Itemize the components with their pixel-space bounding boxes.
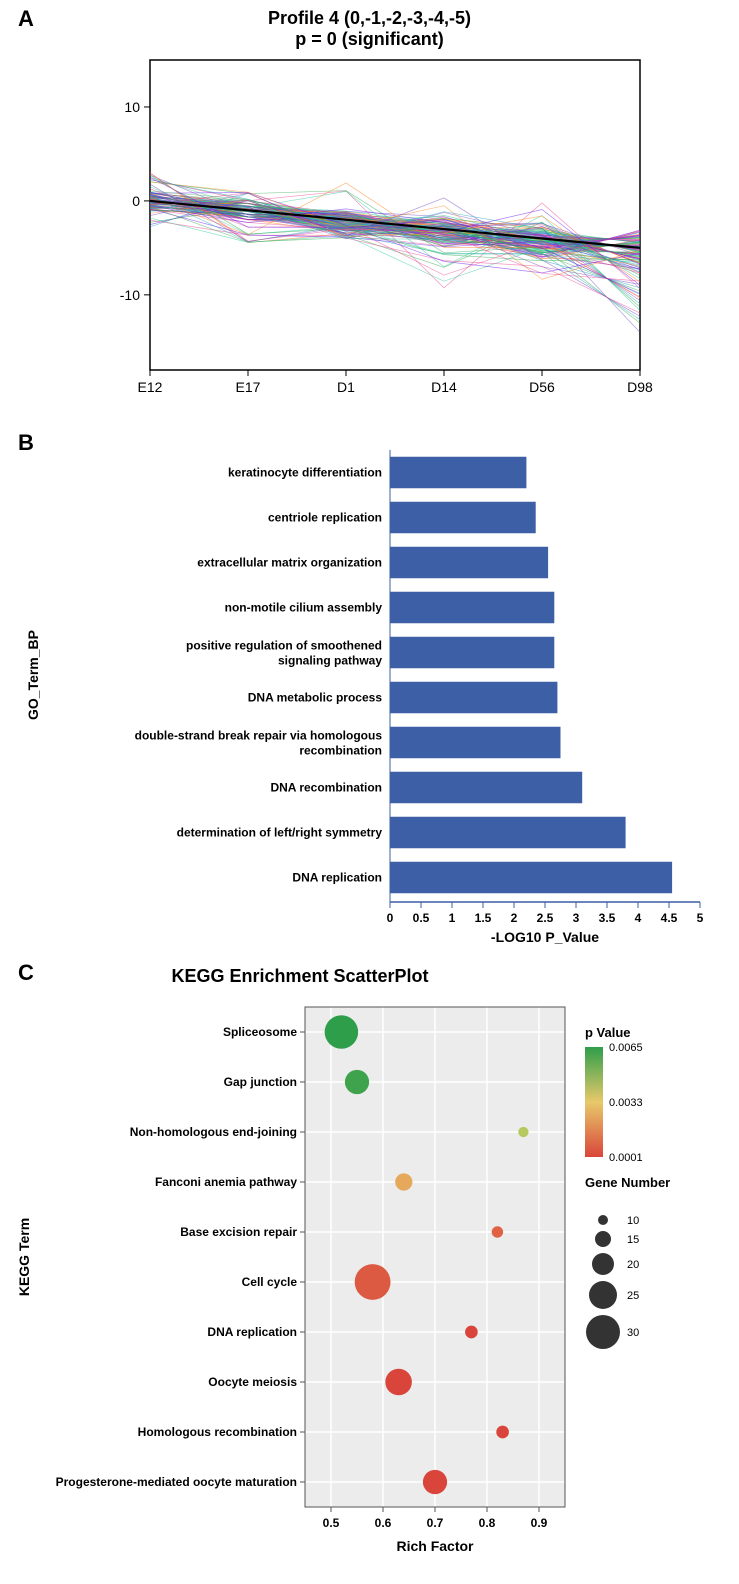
svg-text:0: 0 xyxy=(386,911,393,925)
panel-a: A Profile 4 (0,-1,-2,-3,-4,-5) p = 0 (si… xyxy=(0,0,739,430)
svg-text:25: 25 xyxy=(627,1290,639,1302)
svg-text:0.9: 0.9 xyxy=(530,1516,547,1530)
svg-text:positive regulation of smoothe: positive regulation of smoothened xyxy=(185,639,381,653)
svg-text:Cell cycle: Cell cycle xyxy=(241,1275,297,1289)
svg-text:Progesterone-mediated oocyte m: Progesterone-mediated oocyte maturation xyxy=(55,1475,296,1489)
svg-text:DNA metabolic process: DNA metabolic process xyxy=(247,691,382,705)
svg-text:-LOG10 P_Value: -LOG10 P_Value xyxy=(490,929,598,945)
panel-a-title2: p = 0 (significant) xyxy=(0,29,739,50)
panel-a-label: A xyxy=(18,6,34,32)
panel-c: C KEGG Enrichment ScatterPlot KEGG Term S… xyxy=(0,960,739,1580)
svg-text:DNA recombination: DNA recombination xyxy=(270,781,382,795)
svg-text:20: 20 xyxy=(627,1259,639,1271)
svg-text:1: 1 xyxy=(448,911,455,925)
svg-text:Base excision repair: Base excision repair xyxy=(180,1225,297,1239)
svg-text:0.6: 0.6 xyxy=(374,1516,391,1530)
svg-text:Gap junction: Gap junction xyxy=(223,1075,296,1089)
svg-text:extracellular matrix organizat: extracellular matrix organization xyxy=(197,556,382,570)
svg-text:0: 0 xyxy=(132,193,140,209)
svg-text:centriole replication: centriole replication xyxy=(267,511,381,525)
svg-text:Homologous recombination: Homologous recombination xyxy=(137,1425,296,1439)
svg-text:KEGG Term: KEGG Term xyxy=(16,1218,32,1296)
svg-text:0.8: 0.8 xyxy=(478,1516,495,1530)
svg-text:non-motile cilium assembly: non-motile cilium assembly xyxy=(224,601,382,615)
svg-text:Spliceosome: Spliceosome xyxy=(222,1025,296,1039)
svg-text:30: 30 xyxy=(627,1327,639,1339)
svg-text:E17: E17 xyxy=(235,379,260,395)
svg-text:10: 10 xyxy=(627,1215,639,1227)
svg-text:-10: -10 xyxy=(119,287,139,303)
panel-c-label: C xyxy=(18,960,34,986)
svg-text:GO_Term_BP: GO_Term_BP xyxy=(25,630,41,720)
svg-text:2: 2 xyxy=(510,911,517,925)
svg-text:keratinocyte differentiation: keratinocyte differentiation xyxy=(227,466,381,480)
svg-text:determination of left/right sy: determination of left/right symmetry xyxy=(176,826,382,840)
svg-text:1.5: 1.5 xyxy=(474,911,491,925)
svg-text:DNA replication: DNA replication xyxy=(207,1325,297,1339)
svg-text:DNA replication: DNA replication xyxy=(292,871,382,885)
svg-text:D14: D14 xyxy=(431,379,457,395)
panel-b-chart: GO_Term_BP keratinocyte differentiation ce… xyxy=(10,430,730,950)
svg-text:D56: D56 xyxy=(529,379,555,395)
svg-text:Oocyte meiosis: Oocyte meiosis xyxy=(208,1375,297,1389)
svg-text:p Value: p Value xyxy=(585,1025,631,1040)
svg-text:3: 3 xyxy=(572,911,579,925)
svg-text:Non-homologous end-joining: Non-homologous end-joining xyxy=(129,1125,296,1139)
panel-b: B GO_Term_BP keratinocyte differentiation… xyxy=(0,430,739,960)
svg-text:4: 4 xyxy=(634,911,641,925)
panel-c-chart: KEGG Term Spliceosome Gap junction Non-homo… xyxy=(5,987,735,1567)
svg-text:0.5: 0.5 xyxy=(322,1516,339,1530)
svg-text:10: 10 xyxy=(124,99,140,115)
svg-text:2.5: 2.5 xyxy=(536,911,553,925)
svg-text:15: 15 xyxy=(627,1234,639,1246)
svg-text:D1: D1 xyxy=(337,379,355,395)
svg-text:recombination: recombination xyxy=(299,744,382,758)
svg-text:D98: D98 xyxy=(627,379,653,395)
panel-c-title: KEGG Enrichment ScatterPlot xyxy=(0,960,560,987)
panel-a-chart: -10 0 10 E12 E17 D1 D14 D56 D98 xyxy=(70,50,670,410)
svg-text:E12: E12 xyxy=(137,379,162,395)
svg-text:Gene Number: Gene Number xyxy=(585,1175,670,1190)
svg-text:Fanconi anemia pathway: Fanconi anemia pathway xyxy=(154,1175,296,1189)
svg-text:5: 5 xyxy=(696,911,703,925)
panel-b-label: B xyxy=(18,430,34,456)
svg-text:0.7: 0.7 xyxy=(426,1516,443,1530)
svg-text:signaling pathway: signaling pathway xyxy=(277,654,381,668)
svg-text:0.0065: 0.0065 xyxy=(609,1042,643,1054)
svg-text:4.5: 4.5 xyxy=(660,911,677,925)
svg-text:0.0001: 0.0001 xyxy=(609,1152,643,1164)
svg-text:Rich Factor: Rich Factor xyxy=(396,1538,474,1554)
svg-text:0.0033: 0.0033 xyxy=(609,1097,643,1109)
panel-a-title1: Profile 4 (0,-1,-2,-3,-4,-5) xyxy=(0,0,739,29)
svg-text:3.5: 3.5 xyxy=(598,911,615,925)
svg-text:0.5: 0.5 xyxy=(412,911,429,925)
svg-text:double-strand break repair via: double-strand break repair via homologou… xyxy=(134,729,382,743)
